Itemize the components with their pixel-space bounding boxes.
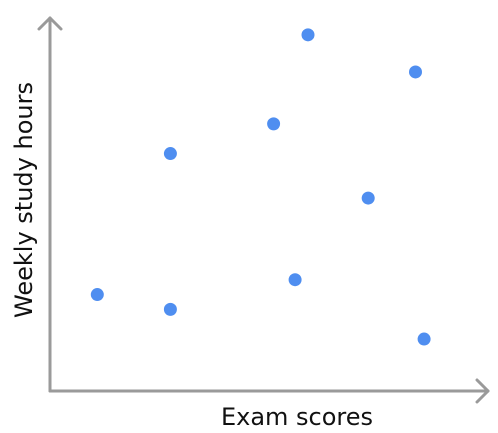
x-axis-label: Exam scores bbox=[221, 403, 373, 431]
axes bbox=[37, 16, 490, 404]
y-axis-arrow bbox=[37, 16, 63, 31]
point bbox=[288, 273, 302, 287]
point bbox=[267, 117, 281, 131]
point bbox=[163, 302, 177, 316]
x-axis-arrow bbox=[475, 378, 490, 404]
point bbox=[163, 147, 177, 161]
point bbox=[417, 332, 431, 346]
point bbox=[361, 191, 375, 205]
point bbox=[409, 65, 422, 79]
point bbox=[90, 288, 104, 302]
point bbox=[301, 28, 315, 42]
y-axis-label: Weekly study hours bbox=[10, 82, 38, 318]
